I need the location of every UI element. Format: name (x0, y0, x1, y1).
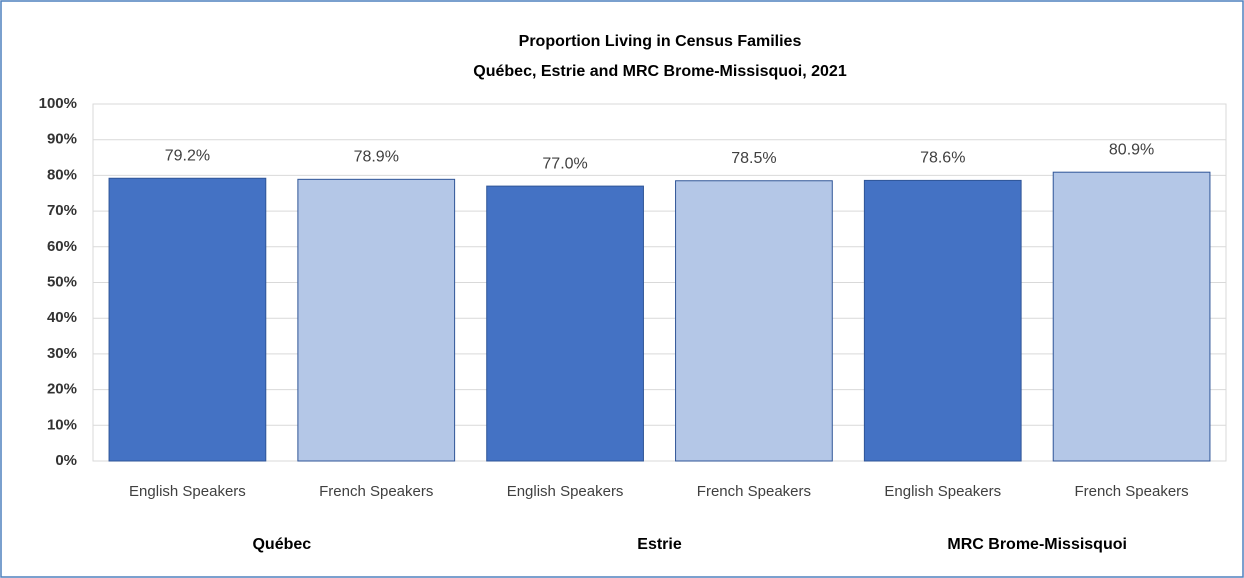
bar (675, 180, 833, 462)
y-tick-label: 90% (47, 131, 77, 148)
y-tick-label: 60% (47, 238, 77, 255)
y-tick-label: 40% (47, 309, 77, 326)
group-label: Estrie (637, 536, 682, 553)
x-tick-label: French Speakers (1074, 483, 1188, 500)
y-tick-label: 70% (47, 202, 77, 219)
bar (1052, 171, 1211, 462)
y-tick-label: 30% (47, 345, 77, 362)
y-tick-label: 0% (55, 452, 77, 469)
chart-title: Proportion Living in Census Families (519, 33, 802, 50)
x-tick-label: French Speakers (319, 483, 433, 500)
x-tick-label: French Speakers (697, 483, 811, 500)
bar (108, 177, 267, 462)
x-tick-label: English Speakers (884, 483, 1001, 500)
group-label: Québec (252, 536, 311, 553)
y-tick-label: 100% (39, 95, 77, 112)
y-tick-label: 80% (47, 166, 77, 183)
data-label: 78.5% (731, 150, 776, 167)
data-label: 78.6% (920, 150, 965, 167)
group-label: MRC Brome-Missisquoi (947, 536, 1127, 553)
x-tick-label: English Speakers (129, 483, 246, 500)
data-label: 80.9% (1109, 141, 1154, 158)
data-label: 78.9% (354, 149, 399, 166)
y-tick-label: 20% (47, 381, 77, 398)
y-tick-label: 10% (47, 416, 77, 433)
bar (863, 179, 1022, 462)
data-label: 77.0% (542, 155, 587, 172)
x-tick-label: English Speakers (507, 483, 624, 500)
bar (486, 185, 644, 462)
chart-subtitle: Québec, Estrie and MRC Brome-Missisquoi,… (473, 63, 847, 80)
plot-border (92, 103, 1227, 462)
y-tick-label: 50% (47, 273, 77, 290)
data-label: 79.2% (165, 147, 210, 164)
bar (297, 178, 456, 462)
